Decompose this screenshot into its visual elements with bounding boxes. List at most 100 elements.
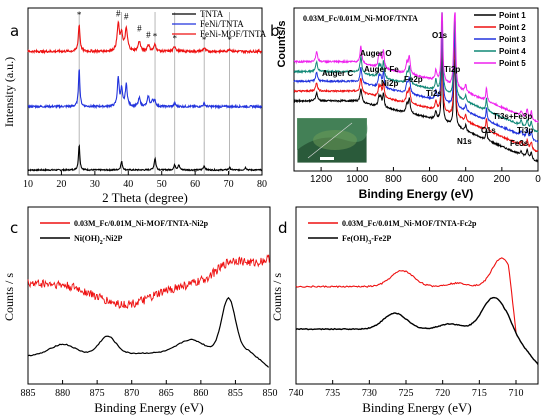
panel-b-xtick-label: 600 (421, 174, 438, 185)
legend-c-series-2: Ni(OH)2-Ni2P (74, 234, 122, 246)
panel-c-legend: 0.03M_Fc/0.01M_Ni-MOF/TNTA-Ni2p Ni(OH)2-… (40, 219, 209, 246)
panel-d-xtick-label: 740 (289, 388, 304, 399)
panel-a-xtick-label: 60 (190, 179, 200, 190)
panel-b-peak-annotation: Ti3p (517, 126, 533, 135)
panel-a-legend-label: FeNi-MOF/TNTA (200, 29, 267, 39)
panel-b-peak-annotation: Auger C (322, 69, 353, 78)
panel-a-legend-label: TNTA (200, 9, 224, 19)
panel-c-xtick-label: 870 (124, 388, 139, 399)
panel-b-xtick-label: 400 (457, 174, 474, 185)
panel-c-xtick-label: 865 (159, 388, 174, 399)
panel-a-xtick-label: 70 (224, 179, 234, 190)
panel-a-xtick-label: 20 (56, 179, 66, 190)
panel-a-peak-marker: * (202, 35, 207, 45)
panel-c-series-line (27, 296, 270, 368)
panel-b-ylabel: Counts/s (276, 20, 288, 67)
panel-d-plot: 740 735 730 725 720 715 710 (289, 257, 539, 399)
panel-b-xtick-label: 1200 (310, 174, 333, 185)
panel-c-frame (27, 206, 271, 385)
panel-b-peak-annotation: Ti2p (444, 65, 460, 74)
panel-a-series-line (27, 69, 263, 110)
panel-b-peak-annotation: Ti2s (426, 89, 442, 98)
panel-b-peak-annotation: Auger O (360, 49, 392, 58)
legend-c-series-1: 0.03M_Fc/0.01M_Ni-MOF/TNTA-Ni2p (74, 219, 209, 228)
panel-d-xtick-label: 720 (435, 388, 450, 399)
panel-a-letter: a (10, 22, 19, 40)
panel-d-xtick-label: 710 (509, 388, 524, 399)
panel-a-series-line (27, 144, 263, 172)
panel-b-inset-image (296, 117, 368, 164)
panel-d-letter: d (278, 219, 288, 237)
panel-a-xtick-label: 40 (123, 179, 133, 190)
panel-b-xtick-label: 0 (535, 174, 541, 185)
panel-a-peak-marker: # (146, 30, 151, 40)
panel-b-peak-annotation: Ti3s+Fe3p (493, 112, 532, 121)
panel-a-peak-marker: * (153, 32, 158, 42)
panel-b-xtick-label: 200 (494, 174, 511, 185)
panel-d-series-line (295, 296, 539, 365)
panel-b-peak-annotation: Fe2p (404, 75, 423, 84)
panel-c-letter: c (10, 219, 18, 237)
panel-b-peak-annotation: Auger Fe (364, 65, 399, 74)
panel-d-legend: 0.03M_Fc/0.01M_Ni-MOF/TNTA-Fc2p Fe(OH)3-… (308, 219, 477, 246)
panel-b-legend-label: Point 3 (499, 35, 526, 44)
panel-c-xtick-label: 855 (228, 388, 243, 399)
panel-c-xtick-label: 875 (90, 388, 105, 399)
panel-b-series-line (293, 19, 539, 144)
panel-a-xtick-label: 50 (157, 179, 167, 190)
panel-b-legend-label: Point 5 (499, 59, 526, 68)
panel-b-series-line (293, 12, 539, 134)
panel-c-xlabel: Binding Energy (eV) (94, 400, 204, 415)
panel-c-series-line (27, 254, 270, 310)
panel-b-frame (293, 7, 539, 172)
panel-b-peak-annotation: Ni2p (381, 79, 398, 88)
panel-b-letter: b (270, 22, 280, 40)
panel-b-series-line (293, 12, 539, 123)
legend-d-series-1: 0.03M_Fc/0.01M_Ni-MOF/TNTA-Fc2p (342, 219, 477, 228)
panel-d-series-line (295, 257, 517, 333)
panel-b-series-line (293, 46, 539, 163)
panel-c-xtick-label: 880 (55, 388, 70, 399)
panel-c-xtick-label: 850 (263, 388, 278, 399)
panel-b-xtick-label: 800 (385, 174, 402, 185)
panel-a-xtick-label: 80 (257, 179, 267, 190)
panel-a-peak-marker: # (124, 12, 129, 22)
panel-b-peak-annotation: N1s (457, 137, 472, 146)
panel-a-plot: 10 20 30 40 50 60 70 80* # ### * * * *TNTAFeNi/TNTAFe… (23, 8, 267, 190)
panel-b-peak-annotation: Fe3s (510, 139, 529, 148)
panel-a-xtick-label: 10 (23, 179, 33, 190)
panel-a-peak-marker: * (173, 33, 178, 43)
panel-b-peak-annotation: O1s (432, 31, 448, 40)
panel-a-xtick-label: 30 (90, 179, 100, 190)
panel-c-ylabel: Counts / s (2, 273, 16, 321)
panel-a-peak-marker: * (227, 35, 232, 45)
panel-b-series-line (293, 33, 539, 153)
panel-c-plot: 885 880 875 870 865 860 855 850 (21, 254, 278, 399)
panel-c-xtick-label: 860 (193, 388, 208, 399)
panel-b-legend-label: Point 2 (499, 23, 526, 32)
panel-d-frame (295, 206, 539, 385)
panel-a-peak-marker: # (137, 23, 142, 33)
panel-b-legend-label: Point 1 (499, 11, 526, 20)
panel-d-ylabel: Counts / s (270, 273, 284, 321)
panel-a-series-line (27, 20, 263, 55)
panel-b-xlabel: Binding Energy (eV) (359, 187, 474, 201)
panel-b-plot: 1200 1000 800 600 400 200 0 Point 1 Point 2 Point… (293, 11, 541, 185)
panel-b-title: 0.03M_Fc/0.01M_Ni-MOF/TNTA (303, 14, 418, 23)
panel-a-xlabel: 2 Theta (degree) (102, 190, 188, 205)
panel-a-ylabel: Intensity (a.u.) (2, 57, 16, 127)
panel-b-peak-annotation: C1s (481, 126, 496, 135)
panel-d-xtick-label: 725 (399, 388, 414, 399)
panel-a-legend-label: FeNi/TNTA (200, 19, 244, 29)
panel-d-xtick-label: 715 (472, 388, 487, 399)
panel-c-xtick-label: 885 (21, 388, 36, 399)
panel-a-peak-marker: * (77, 10, 82, 20)
panel-b-xtick-label: 1000 (346, 174, 369, 185)
panel-d-xtick-label: 730 (362, 388, 377, 399)
panel-d-xlabel: Binding Energy (eV) (362, 400, 472, 415)
panel-a-frame (27, 7, 263, 176)
legend-d-series-2: Fe(OH)3-Fe2P (342, 234, 391, 246)
panel-a-peak-marker: # (116, 8, 121, 18)
panel-b-legend-label: Point 4 (499, 47, 526, 56)
